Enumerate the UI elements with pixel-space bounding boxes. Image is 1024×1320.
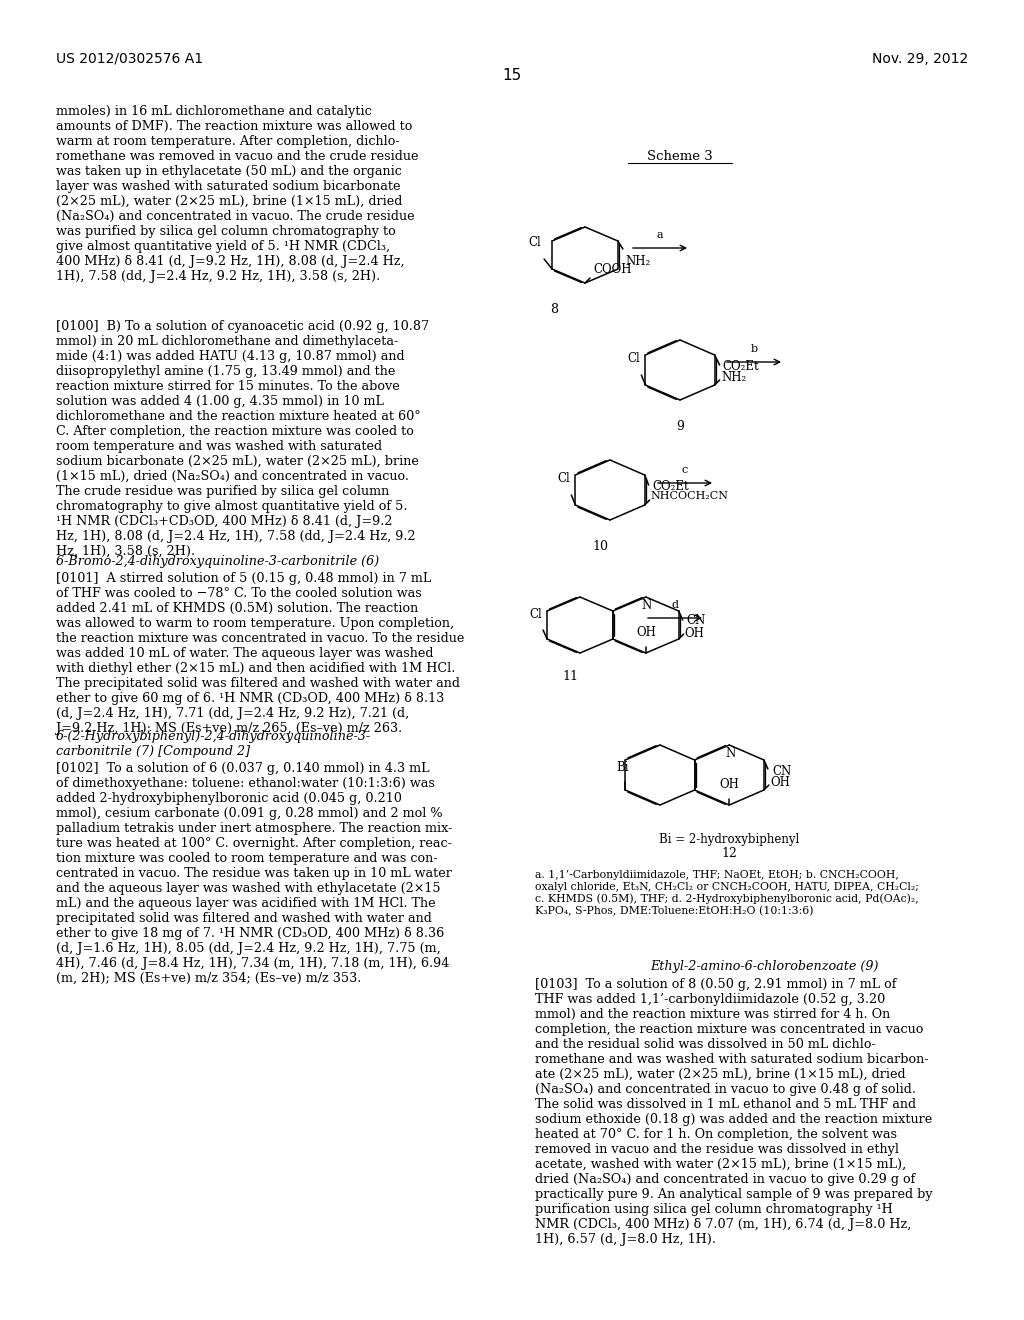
Text: [0101]  A stirred solution of 5 (0.15 g, 0.48 mmol) in 7 mL
of THF was cooled to: [0101] A stirred solution of 5 (0.15 g, … [56,572,464,735]
Text: 6-Bromo-2,4-dihydroxyquinoline-3-carbonitrile (6): 6-Bromo-2,4-dihydroxyquinoline-3-carboni… [56,554,379,568]
Text: OH: OH [636,626,655,639]
Text: 12: 12 [721,847,737,861]
Text: CN: CN [687,614,706,627]
Text: 15: 15 [503,69,521,83]
Text: [0100]  B) To a solution of cyanoacetic acid (0.92 g, 10.87
mmol) in 20 mL dichl: [0100] B) To a solution of cyanoacetic a… [56,319,429,558]
Text: Nov. 29, 2012: Nov. 29, 2012 [871,51,968,66]
Text: 8: 8 [550,304,558,315]
Text: carbonitrile (7) [Compound 2]: carbonitrile (7) [Compound 2] [56,744,250,758]
Text: OH: OH [685,627,705,640]
Text: c: c [682,465,688,475]
Text: NH₂: NH₂ [722,371,746,384]
Text: OH: OH [719,777,739,791]
Text: b: b [751,345,758,354]
Text: Bi = 2-hydroxybiphenyl: Bi = 2-hydroxybiphenyl [659,833,800,846]
Text: a. 1,1’-Carbonyldiimidazole, THF; NaOEt, EtOH; b. CNCH₂COOH,
oxalyl chloride, Et: a. 1,1’-Carbonyldiimidazole, THF; NaOEt,… [535,870,919,916]
Text: 10: 10 [592,540,608,553]
Text: CN: CN [772,766,792,777]
Text: N: N [725,747,735,760]
Text: CO₂Et: CO₂Et [723,360,759,374]
Text: OH: OH [770,776,790,789]
Text: Cl: Cl [529,609,542,620]
Text: 11: 11 [562,671,578,682]
Text: Cl: Cl [557,473,570,484]
Text: Cl: Cl [628,352,640,366]
Text: mmoles) in 16 mL dichloromethane and catalytic
amounts of DMF). The reaction mix: mmoles) in 16 mL dichloromethane and cat… [56,106,419,282]
Text: COOH: COOH [593,263,632,276]
Text: Scheme 3: Scheme 3 [647,150,713,162]
Text: CO₂Et: CO₂Et [652,480,689,492]
Text: a: a [656,230,664,240]
Text: d: d [672,601,679,610]
Text: N: N [642,599,652,612]
Text: US 2012/0302576 A1: US 2012/0302576 A1 [56,51,203,66]
Text: 9: 9 [676,420,684,433]
Text: NH₂: NH₂ [625,255,650,268]
Text: [0102]  To a solution of 6 (0.037 g, 0.140 mmol) in 4.3 mL
of dimethoxyethane: t: [0102] To a solution of 6 (0.037 g, 0.14… [56,762,453,985]
Text: Cl: Cl [528,236,541,249]
Text: [0103]  To a solution of 8 (0.50 g, 2.91 mmol) in 7 mL of
THF was added 1,1’-car: [0103] To a solution of 8 (0.50 g, 2.91 … [535,978,933,1246]
Text: 6-(2-Hydroxybiphenyl)-2,4-dihydroxyquinoline-3-: 6-(2-Hydroxybiphenyl)-2,4-dihydroxyquino… [56,730,371,743]
Text: Bi: Bi [616,762,629,774]
Text: Ethyl-2-amino-6-chlorobenzoate (9): Ethyl-2-amino-6-chlorobenzoate (9) [650,960,879,973]
Text: NHCOCH₂CN: NHCOCH₂CN [650,491,729,502]
